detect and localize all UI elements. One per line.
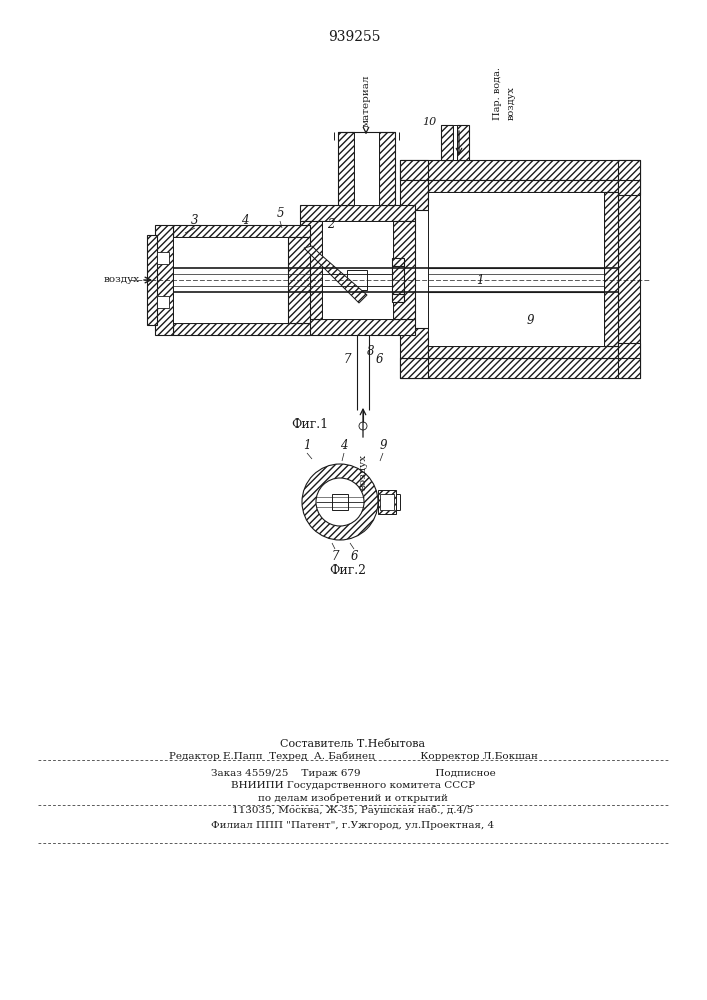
Bar bbox=[428, 346, 618, 358]
Text: Фиг.2: Фиг.2 bbox=[329, 564, 366, 577]
Bar bbox=[618, 180, 640, 195]
Bar bbox=[428, 192, 604, 346]
Text: 2: 2 bbox=[327, 219, 335, 232]
Bar bbox=[288, 237, 310, 323]
Text: 8: 8 bbox=[367, 345, 375, 358]
Text: 1: 1 bbox=[477, 273, 484, 286]
Text: воздух: воздух bbox=[358, 454, 368, 490]
Circle shape bbox=[302, 464, 378, 540]
Bar bbox=[400, 328, 428, 358]
Text: 113035, Москва, Ж-35, Раушская наб., д.4/5: 113035, Москва, Ж-35, Раушская наб., д.4… bbox=[233, 805, 474, 815]
Text: ВНИИПИ Государственного комитета СССР: ВНИИПИ Государственного комитета СССР bbox=[231, 782, 475, 790]
Bar bbox=[380, 494, 394, 510]
Text: Филиал ППП "Патент", г.Ужгород, ул.Проектная, 4: Филиал ППП "Патент", г.Ужгород, ул.Проек… bbox=[211, 820, 495, 830]
Text: материал: материал bbox=[361, 75, 370, 127]
Text: 10: 10 bbox=[422, 117, 436, 127]
Bar bbox=[354, 132, 379, 205]
Bar bbox=[392, 294, 404, 302]
Text: воздух: воздух bbox=[104, 275, 140, 284]
Bar bbox=[457, 125, 469, 160]
Bar bbox=[157, 296, 169, 308]
Text: 939255: 939255 bbox=[328, 30, 380, 44]
Bar bbox=[393, 221, 415, 319]
Bar bbox=[300, 221, 322, 319]
Bar bbox=[338, 132, 354, 205]
Bar bbox=[400, 358, 428, 378]
Text: 7: 7 bbox=[332, 550, 339, 563]
Bar bbox=[300, 205, 415, 221]
Bar bbox=[428, 180, 618, 192]
Bar bbox=[147, 235, 157, 325]
Bar bbox=[379, 132, 395, 205]
Bar bbox=[157, 252, 169, 264]
Text: 1: 1 bbox=[303, 439, 311, 452]
Polygon shape bbox=[304, 246, 367, 303]
Bar bbox=[400, 180, 428, 210]
Text: 3: 3 bbox=[192, 214, 199, 227]
Bar bbox=[453, 125, 457, 160]
Bar bbox=[392, 266, 404, 294]
Bar bbox=[173, 323, 310, 335]
Text: 4: 4 bbox=[340, 439, 348, 452]
Text: Заказ 4559/25    Тираж 679                       Подписное: Заказ 4559/25 Тираж 679 Подписное bbox=[211, 770, 496, 778]
Circle shape bbox=[316, 478, 364, 526]
Bar bbox=[155, 225, 173, 335]
Text: Редактор Е.Папп  Техред  А. Бабинец              Корректор Л.Бокшан: Редактор Е.Папп Техред А. Бабинец Коррек… bbox=[168, 751, 537, 761]
Text: 5: 5 bbox=[276, 207, 284, 220]
Text: 9: 9 bbox=[379, 439, 387, 452]
Text: 4: 4 bbox=[241, 214, 249, 227]
Bar bbox=[618, 343, 640, 358]
Text: 9: 9 bbox=[526, 314, 534, 326]
Bar bbox=[618, 160, 640, 378]
Text: Составитель Т.Небытова: Составитель Т.Небытова bbox=[281, 739, 426, 749]
Bar bbox=[392, 258, 404, 266]
Bar bbox=[332, 494, 348, 510]
Text: Фиг.1: Фиг.1 bbox=[291, 418, 329, 431]
Bar bbox=[604, 192, 618, 346]
Circle shape bbox=[359, 422, 367, 430]
Bar bbox=[441, 125, 453, 160]
Bar bbox=[322, 221, 393, 319]
Bar bbox=[173, 225, 310, 237]
Bar bbox=[378, 490, 396, 514]
Text: 6: 6 bbox=[375, 353, 382, 366]
Text: 7: 7 bbox=[344, 353, 351, 366]
Text: по делам изобретений и открытий: по делам изобретений и открытий bbox=[258, 793, 448, 803]
Text: воздух: воздух bbox=[506, 86, 515, 120]
Bar bbox=[400, 160, 428, 180]
Bar bbox=[300, 319, 415, 335]
Text: 6: 6 bbox=[350, 550, 358, 563]
Bar bbox=[173, 237, 288, 323]
Bar bbox=[400, 358, 640, 378]
Bar bbox=[400, 160, 640, 180]
Bar bbox=[347, 270, 367, 290]
Text: Пар. вода.: Пар. вода. bbox=[493, 67, 503, 120]
